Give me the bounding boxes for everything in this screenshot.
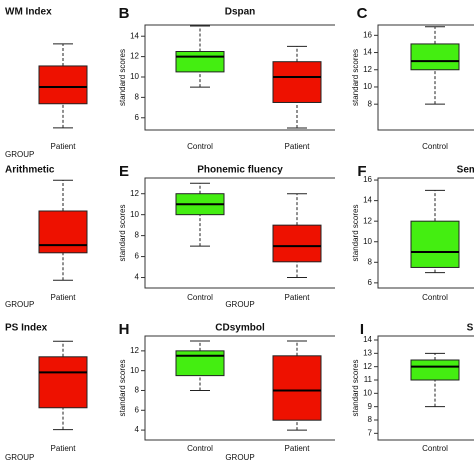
y-tick-label: 12 — [363, 65, 372, 74]
y-tick-label: 12 — [130, 346, 139, 355]
plot-frame — [377, 335, 474, 441]
y-axis-label: standard scores — [118, 360, 127, 417]
x-axis-label: GROUP — [225, 453, 254, 462]
y-tick-label: 4 — [135, 273, 140, 282]
y-axis-label: standard scores — [351, 205, 360, 262]
y-tick-label: 9 — [368, 402, 373, 411]
y-tick-label: 10 — [130, 210, 139, 219]
x-tick-label: Patient — [285, 142, 311, 151]
x-axis-label: GROUP — [5, 300, 34, 309]
chart-title: S — [467, 323, 474, 334]
y-tick-label: 6 — [368, 278, 373, 287]
plot-frame — [144, 335, 335, 441]
x-tick-label: Control — [187, 293, 213, 302]
chart-title: Dspan — [225, 7, 256, 18]
y-tick-label: 8 — [135, 386, 140, 395]
y-tick-label: 4 — [135, 425, 140, 434]
box — [38, 356, 88, 409]
x-tick-label: Control — [422, 142, 448, 151]
x-tick-label: Control — [422, 293, 448, 302]
x-axis-label: GROUP — [5, 150, 34, 159]
y-tick-label: 7 — [368, 428, 373, 437]
y-tick-label: 10 — [130, 72, 139, 81]
y-tick-label: 12 — [130, 52, 139, 61]
y-tick-label: 11 — [364, 375, 373, 384]
x-tick-label: Control — [187, 444, 213, 453]
plot-frame — [377, 24, 474, 131]
y-tick-label: 8 — [368, 257, 373, 266]
box — [410, 220, 460, 268]
y-tick-label: 14 — [130, 31, 139, 40]
y-tick-label: 8 — [368, 415, 373, 424]
panel-label: C — [357, 5, 368, 22]
y-axis-label: standard scores — [118, 49, 127, 106]
plot-frame — [144, 24, 335, 131]
y-tick-label: 8 — [368, 99, 373, 108]
panel-label: F — [357, 163, 366, 180]
x-tick-label: Patient — [51, 444, 77, 453]
y-axis-label: standard scores — [351, 360, 360, 417]
x-tick-label: Patient — [51, 142, 77, 151]
chart-title: Sema — [457, 165, 474, 176]
y-tick-label: 10 — [363, 237, 372, 246]
y-tick-label: 16 — [363, 30, 372, 39]
y-tick-label: 6 — [135, 252, 140, 261]
box — [175, 51, 225, 73]
y-tick-label: 14 — [363, 196, 372, 205]
panel-label: B — [119, 5, 130, 22]
x-axis-label: GROUP — [5, 453, 34, 462]
x-tick-label: Control — [187, 142, 213, 151]
y-tick-label: 6 — [135, 113, 140, 122]
x-tick-label: Control — [422, 444, 448, 453]
panel-label: H — [119, 321, 130, 338]
chart-title: PS Index — [5, 323, 48, 334]
y-tick-label: 12 — [363, 216, 372, 225]
box — [272, 61, 322, 103]
box — [38, 65, 88, 105]
box — [272, 224, 322, 263]
y-tick-label: 12 — [363, 362, 372, 371]
y-tick-label: 10 — [130, 366, 139, 375]
y-tick-label: 10 — [363, 388, 372, 397]
box — [175, 350, 225, 377]
y-tick-label: 14 — [363, 48, 372, 57]
plot-frame — [377, 177, 474, 289]
y-axis-label: standard scores — [118, 205, 127, 262]
chart-title: WM Index — [5, 7, 52, 18]
y-axis-label: standard scores — [351, 49, 360, 106]
chart-title: Arithmetic — [5, 165, 55, 176]
x-tick-label: Patient — [285, 293, 311, 302]
y-tick-label: 10 — [363, 82, 372, 91]
plot-frame — [144, 177, 335, 289]
y-tick-label: 13 — [363, 348, 372, 357]
box — [410, 359, 460, 381]
y-tick-label: 8 — [135, 231, 140, 240]
y-tick-label: 14 — [363, 335, 372, 344]
y-tick-label: 8 — [135, 92, 140, 101]
box — [410, 43, 460, 71]
panel-label: E — [119, 163, 129, 180]
box — [272, 355, 322, 421]
y-tick-label: 12 — [130, 189, 139, 198]
panel-label: I — [360, 321, 364, 338]
x-axis-label: GROUP — [225, 300, 254, 309]
chart-title: Phonemic fluency — [197, 165, 283, 176]
x-tick-label: Patient — [285, 444, 311, 453]
x-tick-label: Patient — [51, 293, 77, 302]
y-tick-label: 6 — [135, 405, 140, 414]
box — [38, 210, 88, 254]
y-tick-label: 16 — [363, 175, 372, 184]
chart-title: CDsymbol — [215, 323, 265, 334]
